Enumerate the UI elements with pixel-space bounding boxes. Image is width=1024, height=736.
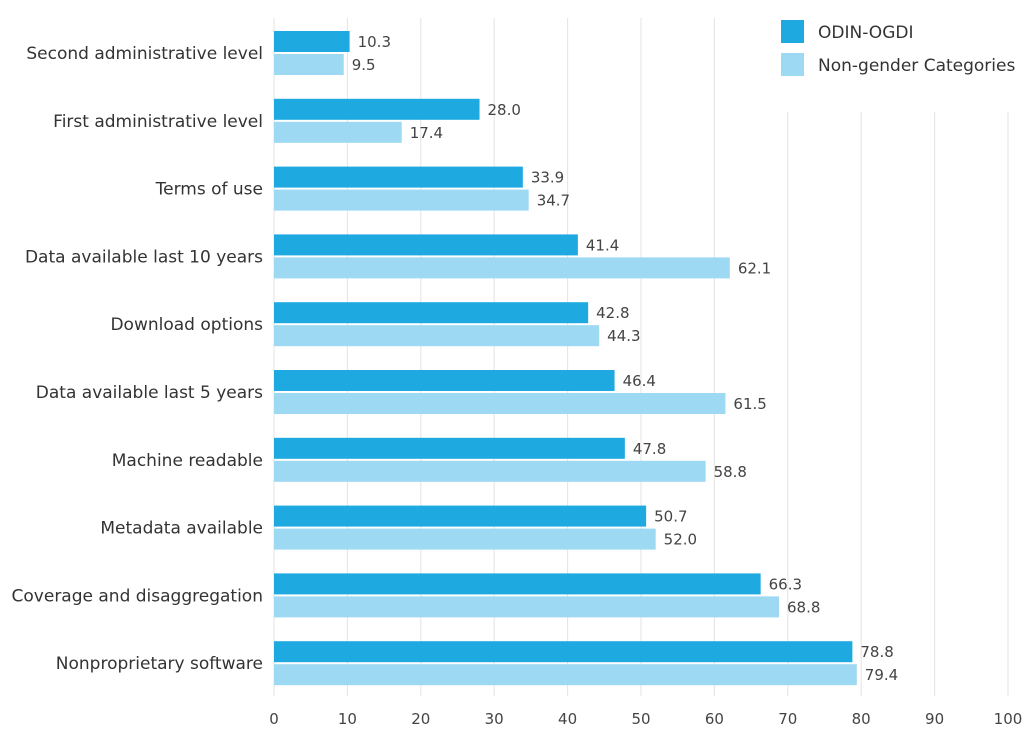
bar-non-gender [274, 54, 344, 75]
bar-odin-ogdi [274, 437, 625, 459]
x-tick-label: 20 [411, 710, 430, 728]
bar-non-gender [274, 460, 706, 482]
data-label: 46.4 [623, 372, 656, 390]
bar-non-gender [274, 393, 726, 414]
legend-label-odin: ODIN-OGDI [818, 23, 913, 43]
bar-odin-ogdi [274, 234, 578, 256]
category-label: First administrative level [53, 112, 263, 132]
bar-non-gender [274, 325, 600, 347]
legend-label-non-gender: Non-gender Categories [818, 56, 1015, 76]
data-label: 79.4 [865, 666, 898, 684]
bar-non-gender [274, 257, 730, 279]
data-label: 78.8 [860, 643, 893, 661]
x-tick-label: 100 [994, 710, 1023, 728]
x-tick-label: 10 [338, 710, 357, 728]
x-tick-labels: 0 10 20 30 40 50 60 70 80 90 100 [269, 710, 1022, 728]
category-label: Download options [110, 315, 263, 335]
category-label: Data available last 5 years [36, 383, 263, 403]
data-label: 61.5 [733, 395, 766, 413]
bar-odin-ogdi [274, 573, 761, 595]
bars: 10.3 9.5 28.0 17.4 33.9 34.7 41.4 62.1 42.8 44.3 4… [274, 31, 898, 686]
category-label: Metadata available [100, 519, 263, 539]
x-tick-label: 60 [705, 710, 724, 728]
category-label: Coverage and disaggregation [12, 586, 263, 606]
bar-odin-ogdi [274, 166, 523, 188]
data-label: 33.9 [531, 169, 564, 187]
legend: ODIN-OGDI Non-gender Categories [760, 8, 1024, 112]
bar-non-gender [274, 189, 529, 211]
data-label: 28.0 [488, 101, 521, 119]
data-label: 17.4 [410, 124, 443, 142]
category-label: Second administrative level [26, 44, 263, 64]
bar-odin-ogdi [274, 302, 589, 324]
category-label: Terms of use [155, 180, 263, 200]
x-tick-label: 80 [852, 710, 871, 728]
x-tick-label: 50 [631, 710, 650, 728]
data-label: 47.8 [633, 440, 666, 458]
category-label: Data available last 10 years [25, 247, 263, 267]
category-label: Nonproprietary software [56, 654, 263, 674]
x-tick-label: 70 [778, 710, 797, 728]
legend-swatch-odin [781, 20, 804, 43]
data-label: 58.8 [714, 463, 747, 481]
bar-non-gender [274, 528, 656, 550]
x-tick-label: 0 [269, 710, 279, 728]
legend-swatch-non-gender [781, 53, 804, 76]
bar-odin-ogdi [274, 505, 647, 527]
x-tick-label: 90 [925, 710, 944, 728]
data-label: 52.0 [664, 531, 697, 549]
data-label: 44.3 [607, 327, 640, 345]
data-label: 41.4 [586, 236, 619, 254]
data-label: 10.3 [358, 33, 391, 51]
data-label: 34.7 [537, 192, 570, 210]
data-label: 66.3 [769, 575, 802, 593]
bar-non-gender [274, 596, 779, 618]
bar-odin-ogdi [274, 641, 853, 663]
data-label: 9.5 [352, 56, 376, 74]
data-label: 50.7 [654, 508, 687, 526]
category-label: Machine readable [112, 451, 263, 471]
data-label: 62.1 [738, 259, 771, 277]
data-label: 68.8 [787, 598, 820, 616]
bar-non-gender [274, 121, 402, 143]
data-label: 42.8 [596, 304, 629, 322]
x-tick-label: 40 [558, 710, 577, 728]
category-labels: Second administrative level First adminis… [12, 44, 264, 674]
bar-odin-ogdi [274, 370, 615, 391]
bar-odin-ogdi [274, 31, 350, 52]
bar-non-gender [274, 664, 857, 686]
x-tick-label: 30 [485, 710, 504, 728]
bar-odin-ogdi [274, 98, 480, 120]
